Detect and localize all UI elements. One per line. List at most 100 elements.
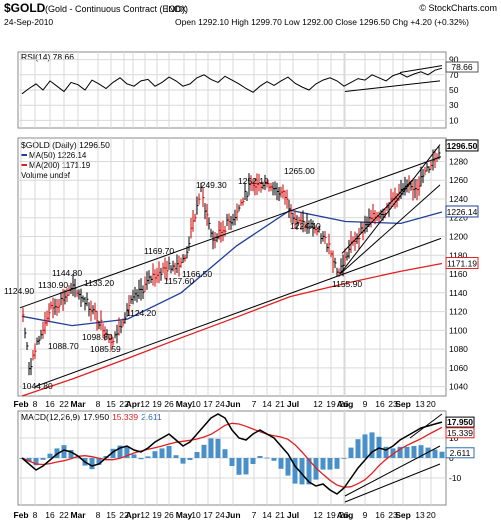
macd-histogram-bar: [194, 452, 200, 458]
macd-histogram-bar: [40, 458, 46, 460]
macd-histogram-bar: [411, 446, 417, 458]
x-tick-label: 19: [326, 399, 336, 409]
x-tick-label: 22: [119, 510, 129, 520]
x-tick-label: Feb: [13, 399, 28, 409]
source-credit: © StockCharts.com: [419, 3, 497, 13]
x-tick-label: Aug: [337, 399, 354, 409]
price-badge-value: 1171.19: [447, 259, 477, 269]
macd-trendline: [344, 463, 441, 503]
x-tick-label: 26: [164, 510, 174, 520]
price-tick-label: 1080: [449, 344, 468, 354]
trendline: [19, 156, 442, 309]
quote-line: Open 1292.10 High 1299.70 Low 1292.00 Cl…: [175, 17, 469, 27]
price-annotation: 1166.50: [182, 269, 212, 279]
price-tick-label: 1160: [449, 269, 468, 279]
macd-histogram-bar: [334, 458, 340, 469]
macd-histogram-bar: [117, 445, 123, 458]
rsi-label: RSI(14) 78.66: [21, 52, 74, 62]
macd-histogram-bar: [432, 449, 438, 458]
macd-histogram-bar: [362, 434, 368, 458]
x-tick-label: Jun: [225, 399, 240, 409]
macd-badge: [445, 427, 475, 439]
x-tick-label: Aug: [337, 510, 354, 520]
x-tick-label: Apr: [126, 510, 141, 520]
price-tick-label: 1120: [449, 307, 468, 317]
rsi-tick-label: 10: [449, 115, 459, 125]
price-annotation: 1124.20: [126, 308, 156, 318]
macd-badge: [445, 447, 475, 459]
x-tick-label: Feb: [13, 510, 28, 520]
price-badge: [445, 139, 479, 152]
macd-histogram-bar: [257, 456, 263, 458]
x-tick-label: 15: [106, 510, 116, 520]
macd-histogram-bar: [243, 458, 249, 475]
x-tick-label: 26: [339, 399, 349, 409]
x-tick-label: 19: [152, 510, 162, 520]
x-tick-label: Sep: [395, 399, 411, 409]
price-tick-label: 1140: [449, 288, 468, 298]
price-annotation: 1124.90: [4, 286, 34, 296]
x-tick-label: 13: [415, 510, 425, 520]
date: 24-Sep-2010: [4, 17, 53, 27]
macd-histogram-bar: [236, 458, 242, 475]
price-tick-label: 1260: [449, 175, 468, 185]
price-annotation: 1085.59: [90, 344, 121, 354]
macd-histogram-bar: [33, 458, 39, 466]
rsi-tick-label: 90: [449, 55, 459, 65]
x-tick-label: 12: [140, 399, 150, 409]
macd-badge-value: 2.611: [450, 448, 471, 458]
macd-histogram-bar: [131, 454, 137, 458]
price-tick-label: 1200: [449, 232, 468, 242]
ma50-line: [21, 209, 443, 327]
macd-histogram-bar: [348, 447, 354, 458]
x-tick-label: 12: [140, 510, 150, 520]
x-tick-label: 10: [191, 399, 201, 409]
macd-histogram-bar: [327, 458, 333, 470]
x-tick-label: 8: [33, 510, 38, 520]
x-tick-label: 22: [59, 510, 69, 520]
x-tick-label: 16: [375, 510, 385, 520]
macd-histogram-bar: [278, 458, 284, 469]
x-tick-label: 7: [252, 510, 257, 520]
price-annotation: 1169.70: [144, 246, 174, 256]
x-tick-label: 14: [262, 510, 272, 520]
macd-histogram-bar: [187, 458, 193, 460]
x-tick-label: 9: [363, 510, 368, 520]
macd-badge-value: 17.950: [447, 417, 473, 427]
ma200-legend: MA(200) 1171.19: [29, 161, 91, 170]
macd-histogram-bar: [390, 448, 396, 458]
rsi-trendline: [344, 80, 441, 93]
x-tick-label: May: [176, 510, 193, 520]
macd-histogram-bar: [47, 453, 53, 458]
rsi-badge: [445, 61, 479, 73]
rsi-trendlines: [344, 65, 443, 93]
price-annotation: 1252.10: [238, 176, 269, 186]
x-tick-label: 16: [45, 510, 55, 520]
macd-histogram-bar: [355, 439, 361, 458]
x-tick-label: 8: [33, 399, 38, 409]
x-tick-label: 12: [313, 399, 323, 409]
price-annotation: 1098.80: [82, 332, 113, 342]
rsi-tick-label: 70: [449, 70, 459, 80]
macd-histogram-bar: [138, 458, 144, 460]
trendline: [339, 184, 441, 275]
macd-histogram-bar: [397, 446, 403, 458]
volume-legend: Volume undef: [21, 171, 71, 180]
x-tick-label: 23: [388, 399, 398, 409]
macd-label: MACD(12,26,9) 17.950 15.339 2.611: [21, 412, 162, 422]
x-tick-label: 10: [191, 510, 201, 520]
x-tick-label: 15: [106, 399, 116, 409]
macd-histogram-bar: [271, 458, 277, 461]
macd-histogram-bar: [110, 448, 116, 458]
x-tick-label: 26: [164, 399, 174, 409]
x-tick-label: 17: [203, 510, 213, 520]
x-tick-label: 8: [96, 510, 101, 520]
rsi-grid: [18, 52, 446, 128]
price-annotation: 1088.70: [48, 341, 79, 351]
x-tick-label: 7: [252, 399, 257, 409]
x-tick-label: 20: [426, 399, 436, 409]
macd-histogram-bar: [75, 457, 81, 459]
